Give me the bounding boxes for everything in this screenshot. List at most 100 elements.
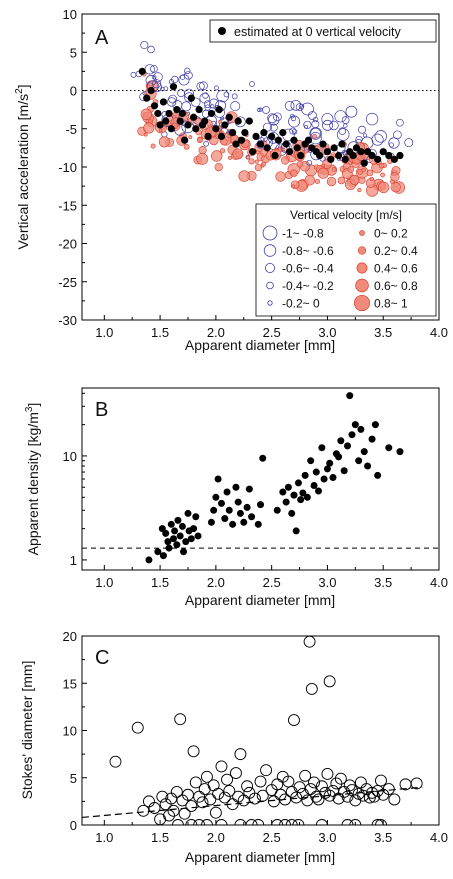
panel-c-y-tick-label: 0 bbox=[70, 818, 77, 833]
estimate-point bbox=[162, 117, 170, 125]
negative-velocity-point bbox=[365, 112, 379, 126]
density-point bbox=[182, 538, 190, 546]
panel-b-y-tick-label: 10 bbox=[63, 449, 77, 464]
density-point bbox=[221, 515, 229, 523]
estimate-point bbox=[178, 109, 187, 118]
negative-velocity-point bbox=[199, 81, 208, 91]
stokes-point bbox=[293, 781, 306, 794]
stokes-point bbox=[334, 772, 347, 785]
panel-c-y-tick-label: 10 bbox=[63, 724, 77, 739]
positive-velocity-point bbox=[361, 167, 366, 172]
legend-velocity-box bbox=[255, 203, 437, 317]
positive-velocity-point bbox=[196, 153, 209, 165]
stokes-point bbox=[241, 780, 254, 793]
panel-a-x-axis-label: Apparent diameter [mm] bbox=[185, 337, 335, 353]
estimate-point bbox=[368, 151, 376, 160]
stokes-fit-line bbox=[81, 786, 423, 819]
density-point bbox=[248, 513, 256, 521]
panel-b-frame bbox=[81, 387, 440, 571]
panel-b-y-ticks: 1 10 bbox=[63, 392, 87, 568]
estimate-point bbox=[245, 117, 253, 125]
negative-velocity-point bbox=[290, 99, 302, 111]
positive-velocity-point bbox=[248, 158, 255, 165]
negative-velocity-point bbox=[309, 127, 322, 140]
estimate-point bbox=[319, 140, 327, 148]
estimate-point bbox=[204, 132, 212, 140]
legend-positive-marker bbox=[356, 262, 368, 274]
panel-b-y-label-main: Apparent density [kg/m bbox=[25, 412, 41, 555]
panel-a: 1.0 1.5 2.0 2.5 3.0 3.5 4.0 -30 -25 -20 -15 -10 -5 0… bbox=[14, 7, 448, 353]
stokes-point bbox=[207, 779, 220, 792]
density-point bbox=[243, 503, 251, 511]
density-point bbox=[320, 475, 328, 483]
negative-velocity-point bbox=[336, 128, 350, 141]
density-point bbox=[165, 544, 173, 552]
density-point bbox=[187, 535, 195, 543]
negative-velocity-point bbox=[214, 85, 219, 91]
positive-velocity-point bbox=[238, 170, 250, 182]
negative-velocity-point bbox=[203, 140, 209, 147]
positive-velocity-point bbox=[219, 148, 226, 154]
estimate-point bbox=[268, 132, 276, 140]
legend-negative-marker bbox=[264, 262, 275, 273]
positive-velocity-point bbox=[254, 163, 262, 172]
positive-velocity-point bbox=[290, 169, 298, 177]
panel-a-x-tick-label: 2.0 bbox=[207, 325, 225, 340]
density-point bbox=[307, 457, 315, 465]
legend-negative-label: -0.4~ -0.2 bbox=[282, 279, 334, 293]
positive-velocity-point bbox=[232, 148, 244, 160]
density-point bbox=[178, 522, 186, 530]
estimate-point bbox=[187, 94, 195, 102]
density-point bbox=[357, 425, 365, 433]
legend-positive-label: 0~ 0.2 bbox=[374, 227, 408, 241]
estimate-point bbox=[274, 136, 282, 144]
panel-a-y-label-close: ] bbox=[15, 84, 31, 88]
density-point bbox=[344, 442, 352, 450]
density-point bbox=[180, 548, 188, 556]
panel-a-y-tick-label: -10 bbox=[58, 160, 77, 175]
stokes-point bbox=[215, 760, 228, 773]
negative-velocity-point bbox=[160, 86, 165, 92]
panel-c-y-tick-label: 5 bbox=[70, 771, 77, 786]
negative-velocity-point bbox=[184, 67, 191, 75]
stokes-point bbox=[178, 807, 191, 820]
negative-velocity-point bbox=[291, 129, 298, 135]
negative-velocity-point bbox=[153, 72, 163, 82]
density-point bbox=[294, 479, 302, 487]
density-point bbox=[190, 525, 198, 533]
density-point bbox=[318, 444, 326, 452]
negative-velocity-point bbox=[303, 120, 312, 129]
density-point bbox=[232, 483, 240, 491]
stokes-point bbox=[330, 777, 343, 790]
negative-velocity-point bbox=[257, 107, 262, 113]
panel-a-y-tick-label: -30 bbox=[58, 313, 77, 328]
legend-negative-label: -0.6~ -0.4 bbox=[282, 262, 334, 276]
density-point bbox=[229, 520, 237, 528]
estimate-point bbox=[159, 98, 168, 106]
estimate-point bbox=[338, 140, 346, 148]
negative-velocity-point bbox=[295, 103, 304, 112]
stokes-scatter bbox=[109, 636, 423, 825]
legend-positive-marker bbox=[357, 246, 367, 255]
density-point bbox=[371, 421, 379, 429]
density-point bbox=[346, 392, 354, 400]
panel-a-y-label-main: Vertical acceleration [m/s bbox=[15, 94, 31, 250]
negative-velocity-point bbox=[392, 130, 402, 140]
negative-velocity-point bbox=[301, 102, 314, 116]
positive-velocity-point bbox=[140, 108, 153, 120]
negative-velocity-point bbox=[202, 92, 209, 99]
density-point bbox=[234, 498, 242, 506]
panel-b-y-axis-label: Apparent density [kg/m3] bbox=[24, 403, 41, 556]
negative-velocity-point bbox=[203, 100, 212, 108]
density-point bbox=[145, 556, 153, 564]
stokes-point bbox=[315, 780, 328, 793]
negative-velocity-point bbox=[181, 101, 192, 112]
legend-velocity-bins: Vertical velocity [m/s] -1~ -0.8 0~ 0.2 -0… bbox=[255, 203, 437, 317]
negative-velocity-point bbox=[290, 115, 297, 122]
panel-a-y-axis-label: Vertical acceleration [m/s2] bbox=[14, 84, 31, 249]
positive-velocity-point bbox=[255, 150, 260, 155]
stokes-point bbox=[285, 819, 298, 825]
acceleration-scatter bbox=[130, 40, 414, 197]
density-point bbox=[297, 496, 305, 504]
positive-velocity-point bbox=[357, 168, 364, 175]
